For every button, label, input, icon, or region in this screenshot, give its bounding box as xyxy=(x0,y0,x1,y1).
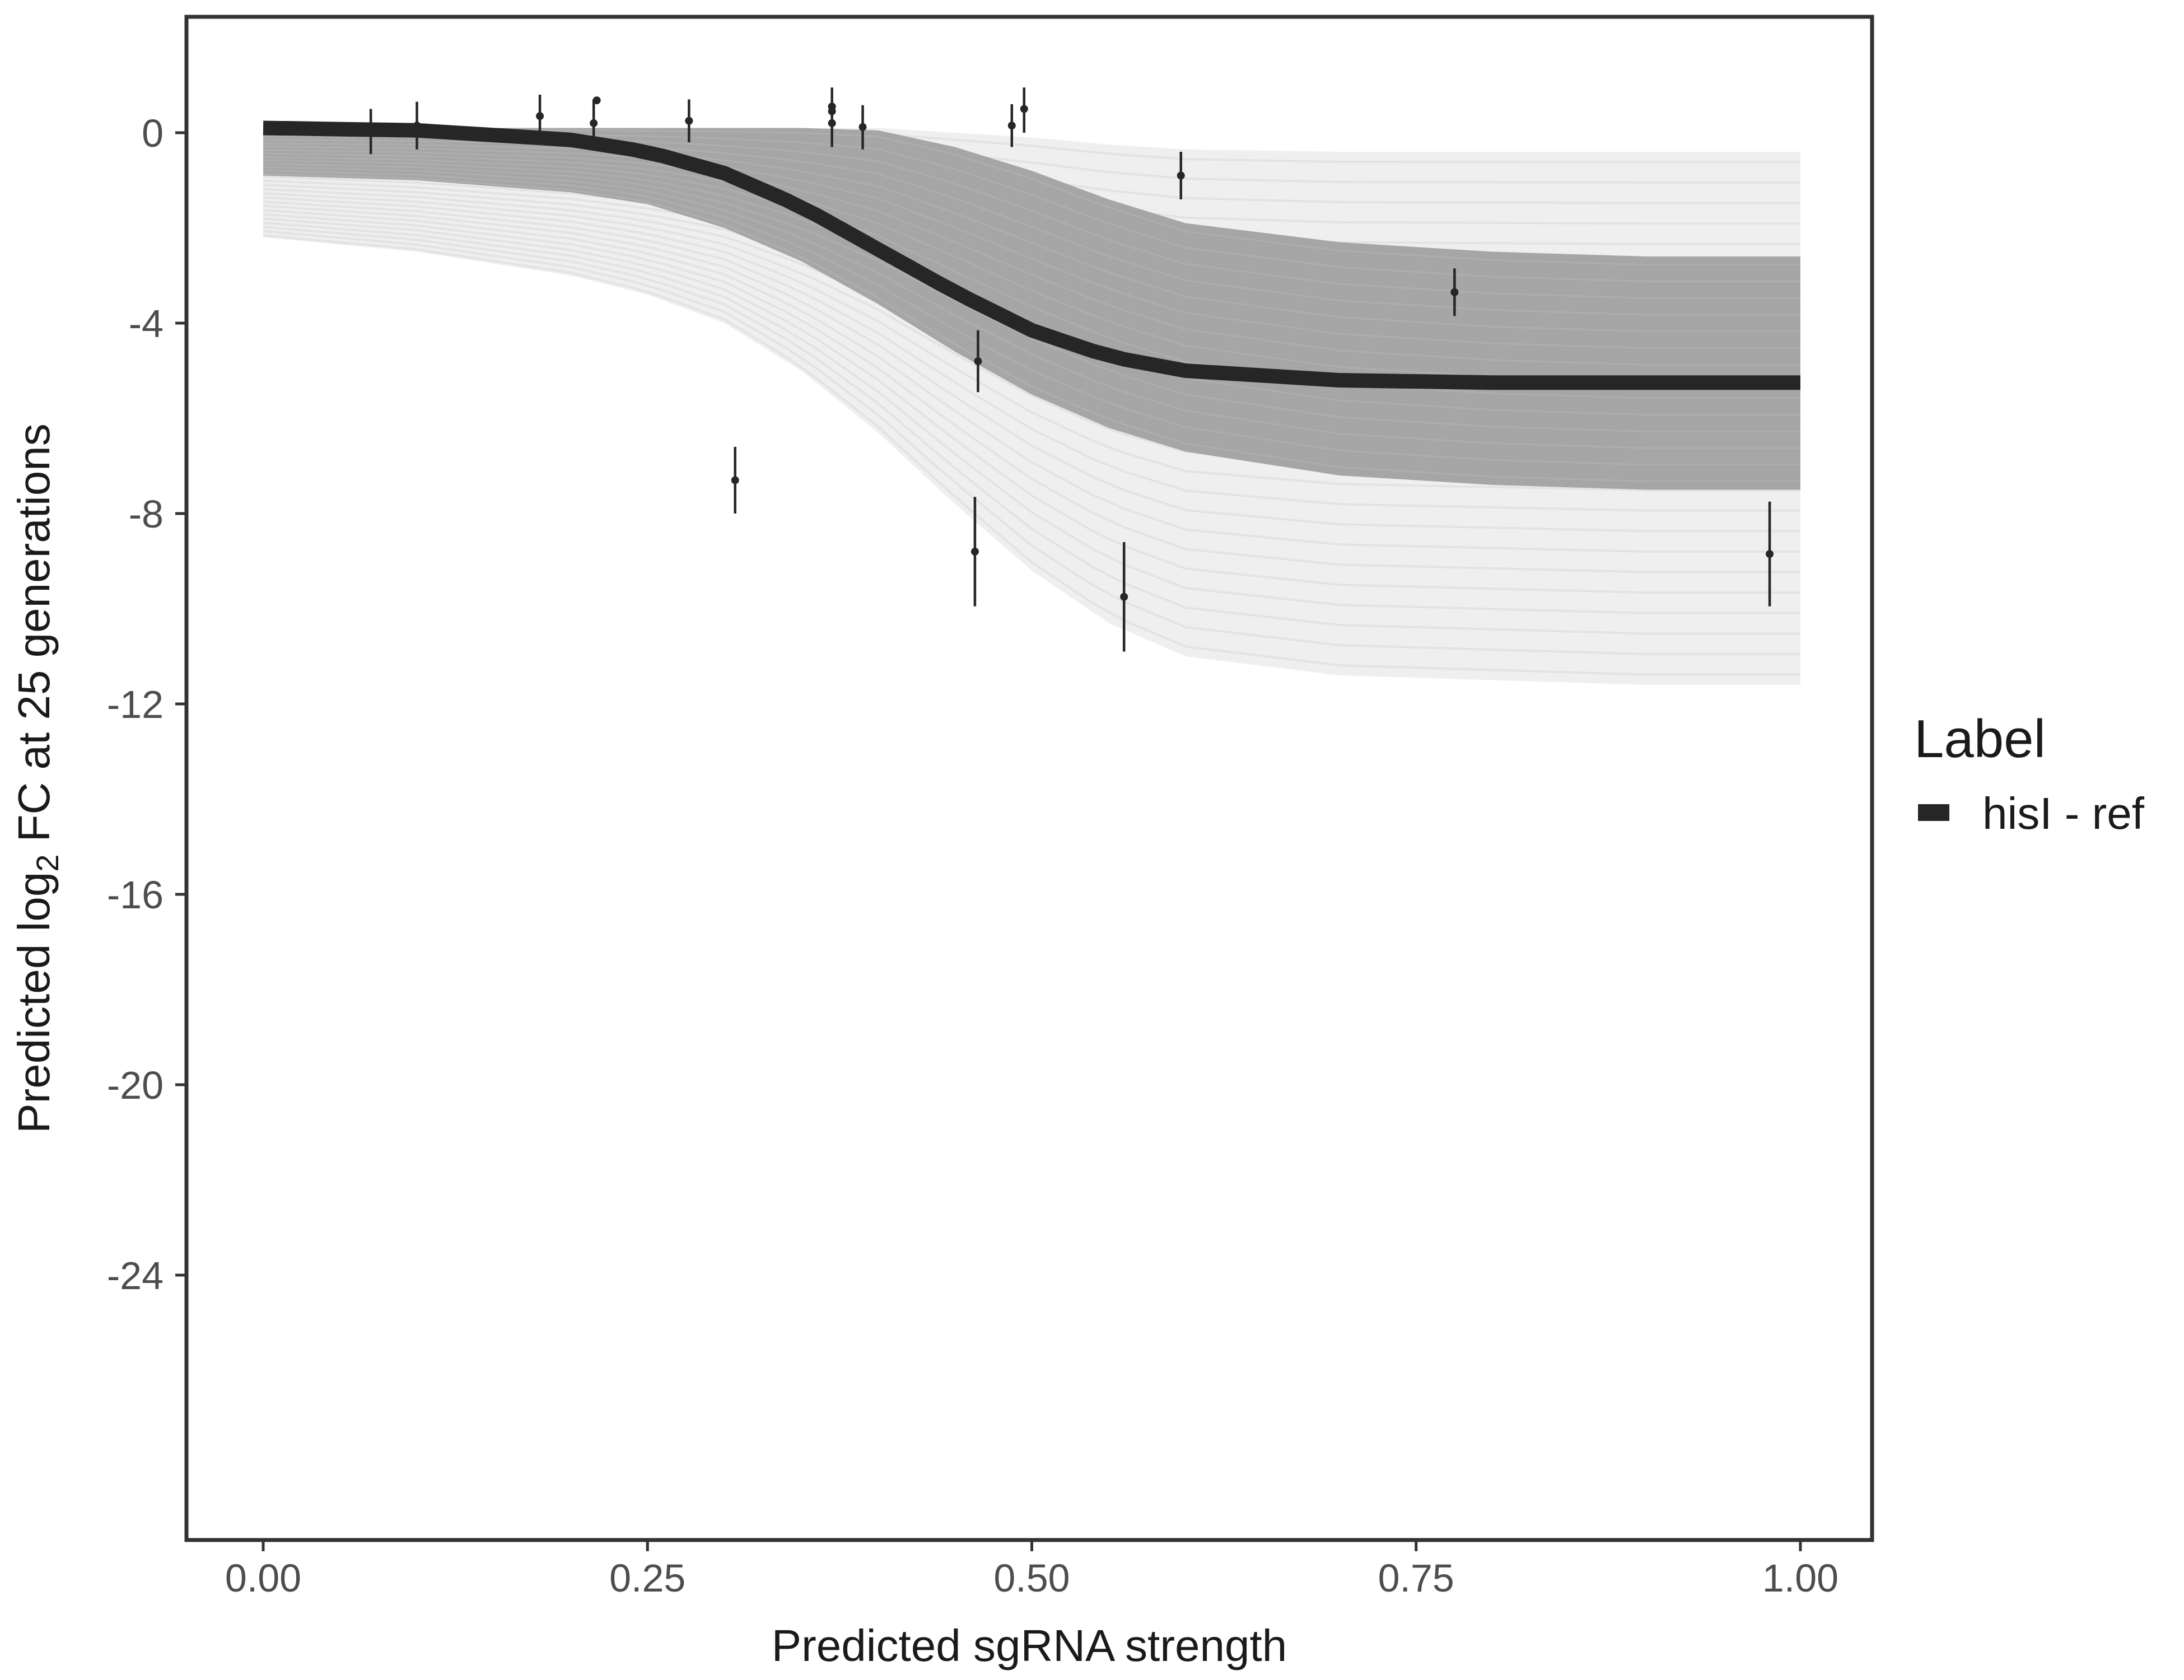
point-marker xyxy=(1450,288,1459,296)
point-marker xyxy=(1020,105,1028,113)
data-point xyxy=(367,109,375,155)
posterior-draw-line xyxy=(263,204,1800,533)
data-point xyxy=(970,497,979,606)
point-marker xyxy=(858,123,867,131)
posterior-draw-line xyxy=(263,213,1800,573)
posterior-draw-line xyxy=(263,200,1800,512)
point-marker xyxy=(974,357,982,365)
posterior-draw-line xyxy=(263,226,1800,635)
y-tick-label: 0 xyxy=(142,111,164,155)
point-marker xyxy=(592,96,601,105)
data-point xyxy=(858,105,867,150)
legend-key xyxy=(1918,804,1949,821)
data-point xyxy=(1177,152,1185,199)
data-point xyxy=(592,96,601,105)
posterior-draw-line xyxy=(263,166,1800,449)
point-marker xyxy=(828,119,836,127)
x-axis: 0.00 0.25 0.50 0.75 1.00 xyxy=(225,1542,1838,1600)
data-point xyxy=(1020,87,1028,133)
posterior-draw-line xyxy=(263,209,1800,553)
point-marker xyxy=(367,126,375,134)
x-axis-title: Predicted sgRNA strength xyxy=(772,1621,1287,1670)
x-tick-label: 0.00 xyxy=(225,1556,301,1600)
y-tick-label: -24 xyxy=(107,1254,164,1298)
posterior-draw-line xyxy=(263,149,1800,366)
point-marker xyxy=(413,122,421,130)
data-point xyxy=(731,447,739,514)
fit-curve-line xyxy=(263,120,1800,390)
point-marker xyxy=(590,119,598,127)
point-marker xyxy=(1766,550,1774,558)
x-tick-label: 1.00 xyxy=(1762,1556,1838,1600)
point-marker xyxy=(731,476,739,484)
plot-content xyxy=(263,87,1800,685)
data-point xyxy=(685,99,693,142)
posterior-draw-line xyxy=(263,234,1800,676)
legend: Label hisI - ref xyxy=(1914,709,2145,838)
y-axis: 0 -4 -8 -12 -16 -20 -24 xyxy=(107,111,185,1298)
legend-title: Label xyxy=(1914,709,2046,769)
point-marker xyxy=(970,548,979,556)
y-tick-label: -4 xyxy=(129,302,164,346)
posterior-draw-line xyxy=(263,169,1800,466)
data-point xyxy=(1450,268,1459,316)
posterior-draw-line xyxy=(263,142,1800,333)
data-point xyxy=(590,99,598,142)
data-point xyxy=(1007,104,1016,147)
data-points xyxy=(367,87,1774,652)
data-point xyxy=(1120,542,1128,652)
y-axis-title-pre: Predicted log xyxy=(9,872,59,1133)
posterior-draw-line xyxy=(263,162,1800,432)
x-tick-label: 0.50 xyxy=(993,1556,1070,1600)
posterior-draw-line xyxy=(263,173,1800,483)
posterior-band xyxy=(263,128,1800,490)
data-point xyxy=(1766,501,1774,606)
legend-label: hisI - ref xyxy=(1982,788,2145,838)
x-tick-label: 0.25 xyxy=(609,1556,685,1600)
plot-panel-border xyxy=(184,15,1874,1542)
point-marker xyxy=(536,112,544,120)
posterior-draw-line xyxy=(263,196,1800,492)
y-tick-label: -20 xyxy=(107,1063,164,1107)
point-marker xyxy=(1007,122,1016,130)
posterior-draw-line xyxy=(263,217,1800,594)
y-tick-label: -8 xyxy=(129,492,164,536)
data-point xyxy=(828,102,836,111)
data-point xyxy=(536,95,544,136)
posterior-draw-line xyxy=(263,146,1800,349)
data-point xyxy=(828,87,836,147)
y-axis-title: Predicted log2 FC at 25 generations xyxy=(9,423,65,1133)
posterior-draw-line xyxy=(263,221,1800,614)
y-axis-title-sub: 2 xyxy=(30,855,65,872)
x-tick-label: 0.75 xyxy=(1378,1556,1454,1600)
point-marker xyxy=(685,116,693,125)
data-point xyxy=(413,101,421,150)
data-point xyxy=(974,330,982,393)
point-marker xyxy=(1120,592,1128,601)
posterior-draw-line xyxy=(263,230,1800,656)
point-marker xyxy=(828,102,836,111)
posterior-draw-line xyxy=(263,156,1800,399)
y-axis-title-post: FC at 25 generations xyxy=(9,423,59,854)
point-marker xyxy=(1177,171,1185,180)
y-tick-label: -16 xyxy=(107,873,164,917)
y-tick-label: -12 xyxy=(107,683,164,726)
